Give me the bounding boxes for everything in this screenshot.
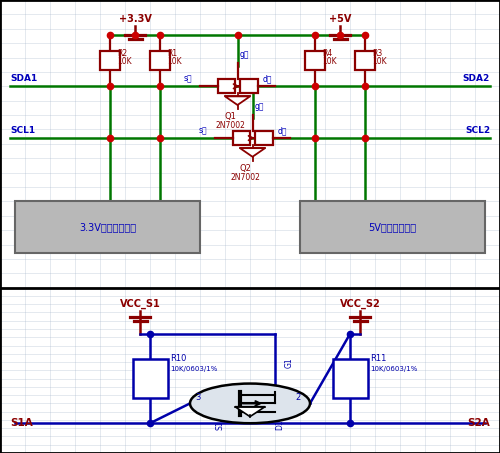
Text: S2A: S2A: [467, 418, 490, 428]
Text: 10K: 10K: [322, 58, 337, 66]
Text: Q2: Q2: [239, 164, 251, 173]
Text: +5V: +5V: [329, 14, 351, 24]
Text: R2: R2: [118, 49, 128, 58]
Text: G1: G1: [285, 357, 294, 368]
Text: 10K/0603/1%: 10K/0603/1%: [370, 366, 418, 371]
Bar: [332, 359, 368, 398]
Text: R1: R1: [168, 49, 177, 58]
Bar: [15, 201, 200, 253]
Bar: [255, 131, 272, 145]
Text: SCL1: SCL1: [10, 126, 35, 135]
Bar: [300, 201, 485, 253]
Circle shape: [190, 384, 310, 423]
Bar: [305, 51, 325, 70]
Polygon shape: [240, 148, 265, 157]
Text: S1A: S1A: [10, 418, 33, 428]
Bar: [355, 51, 375, 70]
Text: 10K/0603/1%: 10K/0603/1%: [170, 366, 218, 371]
Text: 3.3V电压域的器件: 3.3V电压域的器件: [79, 222, 136, 232]
Bar: [232, 131, 250, 145]
Bar: [132, 359, 168, 398]
Text: g极: g极: [240, 50, 250, 59]
Text: 10K: 10K: [168, 58, 182, 66]
Text: 2N7002: 2N7002: [215, 121, 245, 130]
Text: R4: R4: [322, 49, 333, 58]
Bar: [100, 51, 120, 70]
Bar: [240, 79, 258, 93]
Text: R11: R11: [370, 354, 386, 363]
Text: S1: S1: [216, 421, 224, 430]
Text: d极: d极: [262, 74, 272, 83]
Text: 2N7002: 2N7002: [230, 173, 260, 182]
Bar: [218, 79, 235, 93]
Polygon shape: [225, 96, 250, 105]
Text: 10K: 10K: [118, 58, 132, 66]
Text: Q1: Q1: [224, 112, 236, 121]
Text: R3: R3: [372, 49, 383, 58]
Text: g极: g极: [255, 102, 264, 111]
Text: s极: s极: [184, 74, 192, 83]
Text: s极: s极: [199, 126, 207, 135]
Text: VCC_S2: VCC_S2: [340, 299, 380, 309]
Text: R10: R10: [170, 354, 186, 363]
Text: d极: d极: [278, 126, 287, 135]
Text: 5V电压域的器件: 5V电压域的器件: [368, 222, 416, 232]
Text: +3.3V: +3.3V: [118, 14, 152, 24]
Text: SDA1: SDA1: [10, 74, 37, 83]
Text: VCC_S1: VCC_S1: [120, 299, 160, 309]
Text: 2: 2: [295, 393, 300, 402]
Text: SCL2: SCL2: [465, 126, 490, 135]
Text: SDA2: SDA2: [463, 74, 490, 83]
Text: D1: D1: [276, 419, 284, 430]
Bar: [150, 51, 170, 70]
Polygon shape: [235, 407, 265, 417]
Text: 3: 3: [195, 393, 200, 402]
Text: 10K: 10K: [372, 58, 387, 66]
